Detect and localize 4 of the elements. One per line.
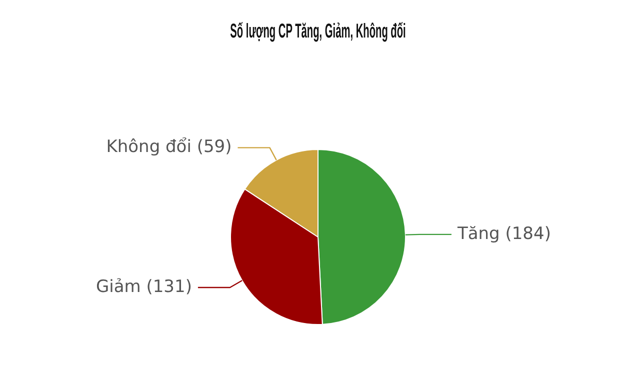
slice-label: Tăng (184) — [456, 224, 551, 244]
chart-title: Số lượng CP Tăng, Giảm, Không đối — [230, 21, 406, 43]
slice-label: Không đổi (59) — [106, 137, 232, 158]
slice-label: Giảm (131) — [96, 276, 192, 297]
